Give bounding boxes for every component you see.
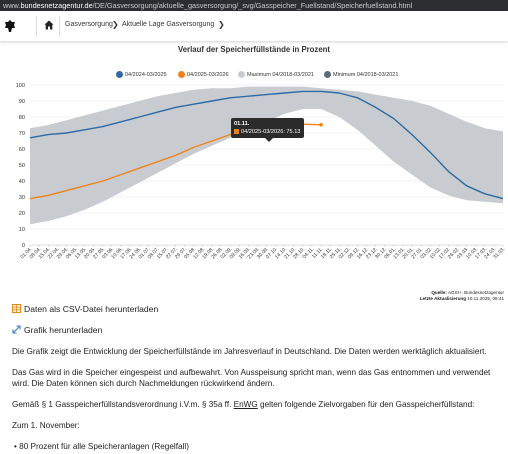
- home-icon[interactable]: [44, 20, 54, 30]
- legend-dot: [116, 70, 123, 78]
- legend-label: 04/2024-03/2025: [125, 72, 167, 78]
- updated-label: Letzte Aktualisierung: [419, 295, 467, 301]
- current-point-marker: [319, 122, 323, 127]
- tooltip-series-marker: [234, 128, 239, 134]
- tooltip-date: 01.11.: [234, 121, 250, 127]
- chart-title: Verlauf der Speicherfüllstände in Prozen…: [177, 45, 331, 54]
- y-tick-label: 0: [22, 243, 25, 249]
- chart-legend: 04/2024-03/2025 04/2025-03/2026 Maximum …: [0, 70, 508, 81]
- source-text: AGSI+, Bundesnetzagentur: [447, 290, 504, 295]
- url-host: bundesnetzagentur.de: [20, 1, 93, 10]
- paragraph-intro: Die Grafik zeigt die Entwicklung der Spe…: [12, 347, 487, 356]
- legend-item-2025[interactable]: 04/2025-03/2026: [178, 70, 229, 79]
- list-item-text: 80 Prozent für alle Speicheranlagen (Reg…: [19, 442, 189, 451]
- legend-dot: [238, 70, 245, 78]
- legend-dot: [324, 70, 331, 78]
- header-divider: [59, 16, 60, 36]
- site-header: Gasversorgung ❯ Aktuelle Lage Gasversorg…: [0, 11, 508, 41]
- chart-tooltip: 01.11. 04/2025-03/2026: 75.13: [231, 118, 304, 142]
- header-divider: [36, 16, 37, 36]
- y-tick-label: 80: [19, 115, 25, 121]
- list-item: • 80 Prozent für alle Speicheranlagen (R…: [14, 442, 189, 451]
- csv-download-label: Daten als CSV-Datei herunterladen: [24, 304, 159, 314]
- source-label: Quelle:: [431, 290, 447, 295]
- storage-level-chart: Verlauf der Speicherfüllstände in Prozen…: [0, 41, 508, 303]
- expand-arrows-icon: [12, 325, 21, 334]
- y-tick-label: 20: [19, 211, 25, 217]
- paragraph-deadline: Zum 1. November:: [12, 421, 80, 430]
- legend-item-2024[interactable]: 04/2024-03/2025: [116, 70, 167, 79]
- csv-download-link[interactable]: Daten als CSV-Datei herunterladen: [12, 304, 158, 314]
- paragraph-injection: Das Gas wird in die Speicher eingespeist…: [12, 368, 491, 389]
- chart-plot[interactable]: 010203040506070809010001.04.08.04.15.04.…: [0, 0, 508, 300]
- legend-item-maximum[interactable]: Maximum 04/2018-03/2021: [238, 70, 314, 79]
- graphic-download-label: Grafik herunterladen: [24, 325, 103, 335]
- legend-label: 04/2025-03/2026: [187, 72, 229, 78]
- legend-item-minimum[interactable]: Minimum 04/2018-03/2021: [324, 70, 399, 79]
- chevron-right-icon: ❯: [112, 20, 119, 29]
- regulation-text-end: gelten folgende Zielvorgaben für den Gas…: [257, 400, 475, 409]
- legend-label: Maximum 04/2018-03/2021: [247, 72, 314, 78]
- min-max-range-band: [30, 86, 503, 225]
- paragraph-regulation: Gemäß § 1 Gasspeicherfüllstandsverordnun…: [12, 399, 502, 410]
- legend-label: Minimum 04/2018-03/2021: [333, 72, 399, 78]
- y-tick-label: 10: [19, 227, 25, 233]
- updated-date: 10.11.2025, 08:41: [467, 295, 504, 301]
- table-icon: [12, 304, 21, 314]
- tooltip-series: 04/2025-03/2026: [241, 129, 284, 135]
- federal-eagle-logo[interactable]: [4, 19, 16, 33]
- y-tick-label: 90: [19, 99, 25, 105]
- chart-source: Quelle: AGSI+, Bundesnetzagentur Letzte …: [420, 290, 504, 301]
- enwg-link[interactable]: EnWG: [233, 400, 258, 409]
- chevron-right-icon: ❯: [218, 20, 225, 29]
- series-line-2024: [29, 90, 504, 200]
- y-tick-label: 40: [19, 179, 25, 185]
- y-tick-label: 100: [16, 83, 25, 89]
- y-tick-label: 70: [19, 131, 25, 137]
- y-tick-label: 30: [19, 195, 25, 201]
- y-tick-label: 60: [19, 147, 25, 153]
- graphic-download-link[interactable]: Grafik herunterladen: [12, 325, 102, 335]
- url-path: /DE/Gasversorgung/aktuelle_gasversorgung…: [92, 1, 413, 10]
- breadcrumb-gasversorgung[interactable]: Gasversorgung: [65, 21, 113, 28]
- address-bar[interactable]: www.bundesnetzagentur.de/DE/Gasversorgun…: [0, 0, 508, 11]
- y-tick-label: 50: [19, 163, 25, 169]
- legend-dot: [178, 70, 185, 78]
- tooltip-value: 75.13: [286, 129, 301, 135]
- url-prefix: www.: [3, 1, 21, 10]
- breadcrumb-aktuelle-lage[interactable]: Aktuelle Lage Gasversorgung: [122, 21, 215, 28]
- regulation-text: Gemäß § 1 Gasspeicherfüllstandsverordnun…: [12, 400, 234, 409]
